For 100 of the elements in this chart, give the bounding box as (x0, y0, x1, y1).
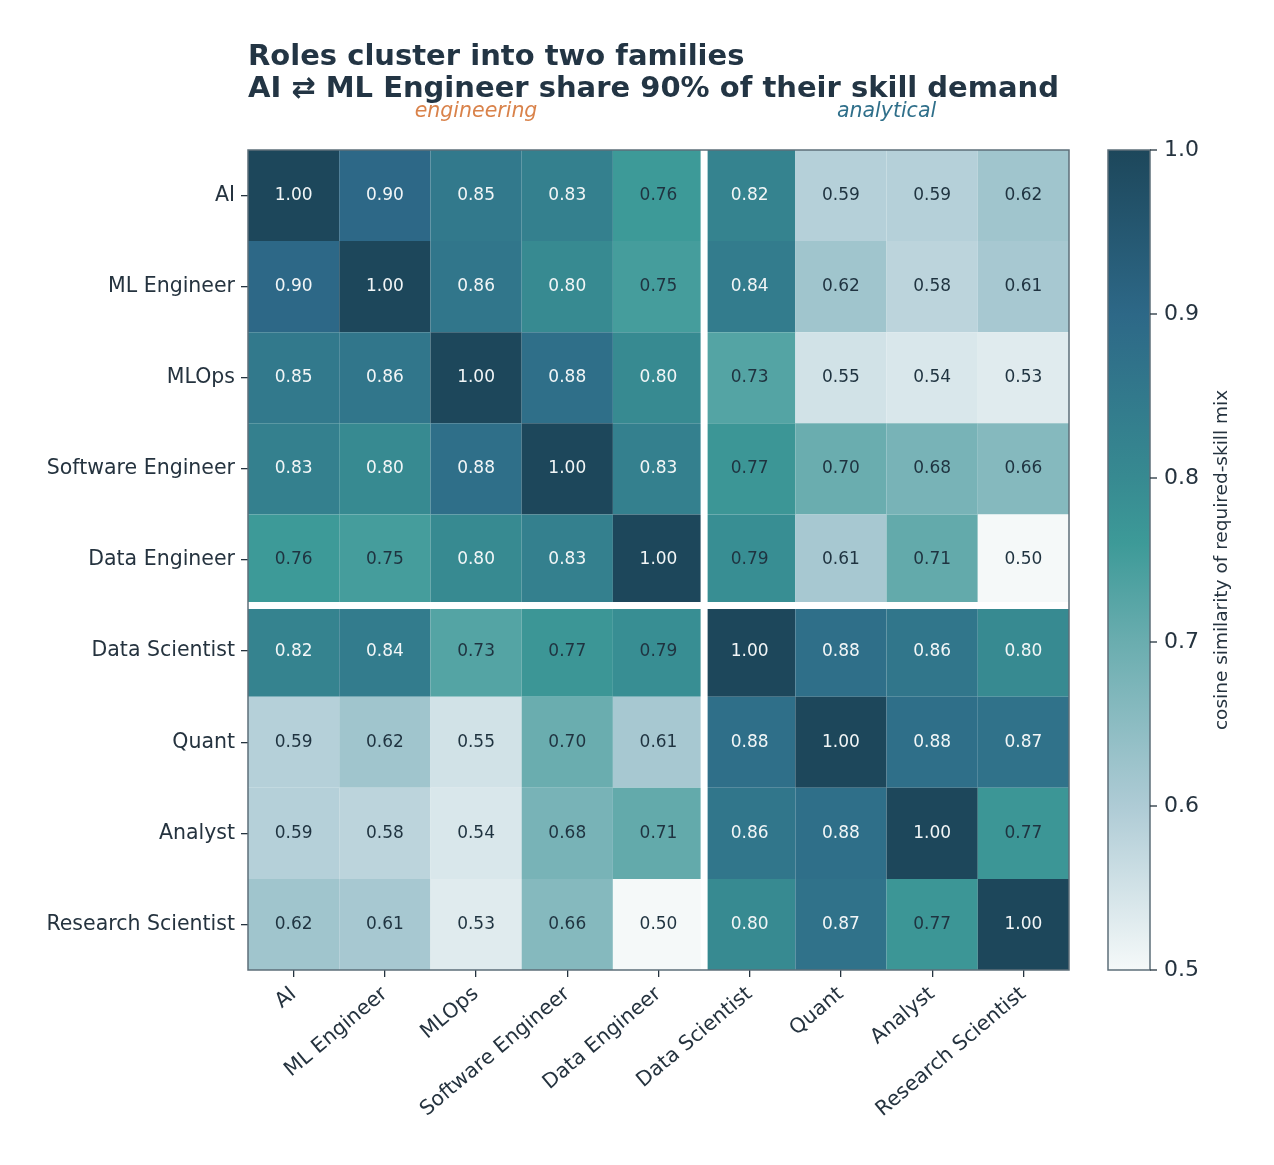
x-tick-label: AI (269, 980, 301, 1013)
data-label: 0.86 (457, 275, 495, 296)
data-label: 0.77 (913, 912, 952, 933)
data-label: 0.90 (274, 275, 313, 296)
data-label: 0.59 (274, 821, 313, 842)
data-label: 1.00 (274, 183, 313, 204)
data-label: 0.88 (822, 821, 860, 842)
data-label: 0.88 (913, 730, 952, 751)
y-tick-label: Data Scientist (91, 637, 235, 662)
data-label: 0.85 (457, 183, 495, 204)
data-label: 0.86 (365, 366, 404, 387)
data-label: 0.66 (1004, 457, 1043, 478)
data-label: 0.80 (1004, 639, 1043, 660)
data-label: 0.62 (822, 275, 860, 296)
data-label: 1.00 (639, 548, 678, 569)
data-label: 0.59 (913, 183, 952, 204)
data-label: 0.87 (822, 912, 860, 933)
data-label: 0.58 (365, 821, 404, 842)
data-label: 0.73 (730, 366, 769, 387)
y-tick-label: Data Engineer (88, 546, 236, 571)
data-label: 0.75 (639, 275, 678, 296)
data-label: 0.79 (639, 639, 678, 660)
data-label: 0.87 (1004, 730, 1043, 751)
data-label: 0.75 (365, 548, 404, 569)
data-label: 0.86 (730, 821, 769, 842)
data-label: 0.50 (1004, 548, 1043, 569)
data-label: 1.00 (913, 821, 952, 842)
data-label: 0.84 (365, 639, 404, 660)
data-label: 0.53 (457, 912, 495, 933)
data-label: 1.00 (822, 730, 860, 751)
data-label: 0.55 (822, 366, 860, 387)
chart-title: Roles cluster into two families (248, 38, 745, 72)
data-label: 0.86 (913, 639, 952, 660)
color-bar-label: 0.9 (1164, 299, 1199, 325)
data-label: 0.58 (913, 275, 952, 296)
data-label: 0.80 (639, 366, 678, 387)
y-tick-label: AI (214, 181, 235, 206)
data-label: 0.61 (639, 730, 678, 751)
y-tick-label: Software Engineer (46, 455, 236, 480)
data-label: 0.77 (1004, 821, 1043, 842)
data-label: 0.53 (1004, 366, 1043, 387)
color-bar-title: cosine similarity of required-skill mix (1209, 389, 1231, 731)
data-label: 0.61 (822, 548, 860, 569)
data-label: 0.88 (457, 457, 495, 478)
data-label: 0.84 (730, 275, 769, 296)
data-label: 0.71 (913, 548, 952, 569)
data-label: 0.83 (548, 548, 587, 569)
data-label: 0.62 (365, 730, 404, 751)
data-label: 0.59 (822, 183, 860, 204)
data-label: 0.80 (457, 548, 495, 569)
data-label: 0.80 (548, 275, 587, 296)
data-label: 0.77 (730, 457, 769, 478)
data-label: 0.68 (548, 821, 587, 842)
data-label: 0.54 (913, 366, 952, 387)
data-label: 0.55 (457, 730, 495, 751)
data-label: 0.50 (639, 912, 678, 933)
color-bar-label: 1.0 (1164, 135, 1199, 161)
data-label: 0.70 (822, 457, 860, 478)
data-label: 0.83 (274, 457, 313, 478)
data-label: 0.79 (730, 548, 769, 569)
y-tick-label: MLOps (166, 364, 235, 389)
data-label: 1.00 (1004, 912, 1043, 933)
data-label: 1.00 (365, 275, 404, 296)
data-label: 0.83 (548, 183, 587, 204)
data-label: 0.82 (274, 639, 313, 660)
data-label: 1.00 (730, 639, 769, 660)
data-label: 0.80 (730, 912, 769, 933)
color-bar-label: 0.6 (1164, 791, 1199, 817)
data-label: 0.76 (274, 548, 313, 569)
data-label: 0.83 (639, 457, 678, 478)
text: analytical (836, 98, 937, 122)
data-label: 0.88 (548, 366, 587, 387)
data-label: 1.00 (548, 457, 587, 478)
data-label: 0.76 (639, 183, 678, 204)
data-label: 0.62 (274, 912, 313, 933)
data-label: 0.77 (548, 639, 587, 660)
data-label: 0.61 (365, 912, 404, 933)
color-bar-label: 0.5 (1164, 955, 1199, 981)
data-label: 0.66 (548, 912, 587, 933)
data-label: 0.85 (274, 366, 313, 387)
data-label: 0.73 (457, 639, 495, 660)
data-label: 0.71 (639, 821, 678, 842)
data-label: 0.59 (274, 730, 313, 751)
color-bar-label: 0.8 (1164, 463, 1199, 489)
y-tick-label: Research Scientist (46, 910, 235, 935)
data-label: 0.61 (1004, 275, 1043, 296)
y-tick-label: Analyst (158, 819, 235, 844)
data-label: 0.88 (730, 730, 769, 751)
data-label: 0.70 (548, 730, 587, 751)
data-label: 1.00 (457, 366, 495, 387)
data-label: 0.54 (457, 821, 495, 842)
y-tick-label: Quant (172, 728, 235, 753)
data-label: 0.82 (730, 183, 769, 204)
y-tick-label: ML Engineer (108, 272, 236, 297)
data-label: 0.68 (913, 457, 952, 478)
data-label: 0.88 (822, 639, 860, 660)
color-bar-label: 0.7 (1164, 627, 1199, 653)
data-label: 0.90 (365, 183, 404, 204)
data-label: 0.62 (1004, 183, 1043, 204)
data-label: 0.80 (365, 457, 404, 478)
